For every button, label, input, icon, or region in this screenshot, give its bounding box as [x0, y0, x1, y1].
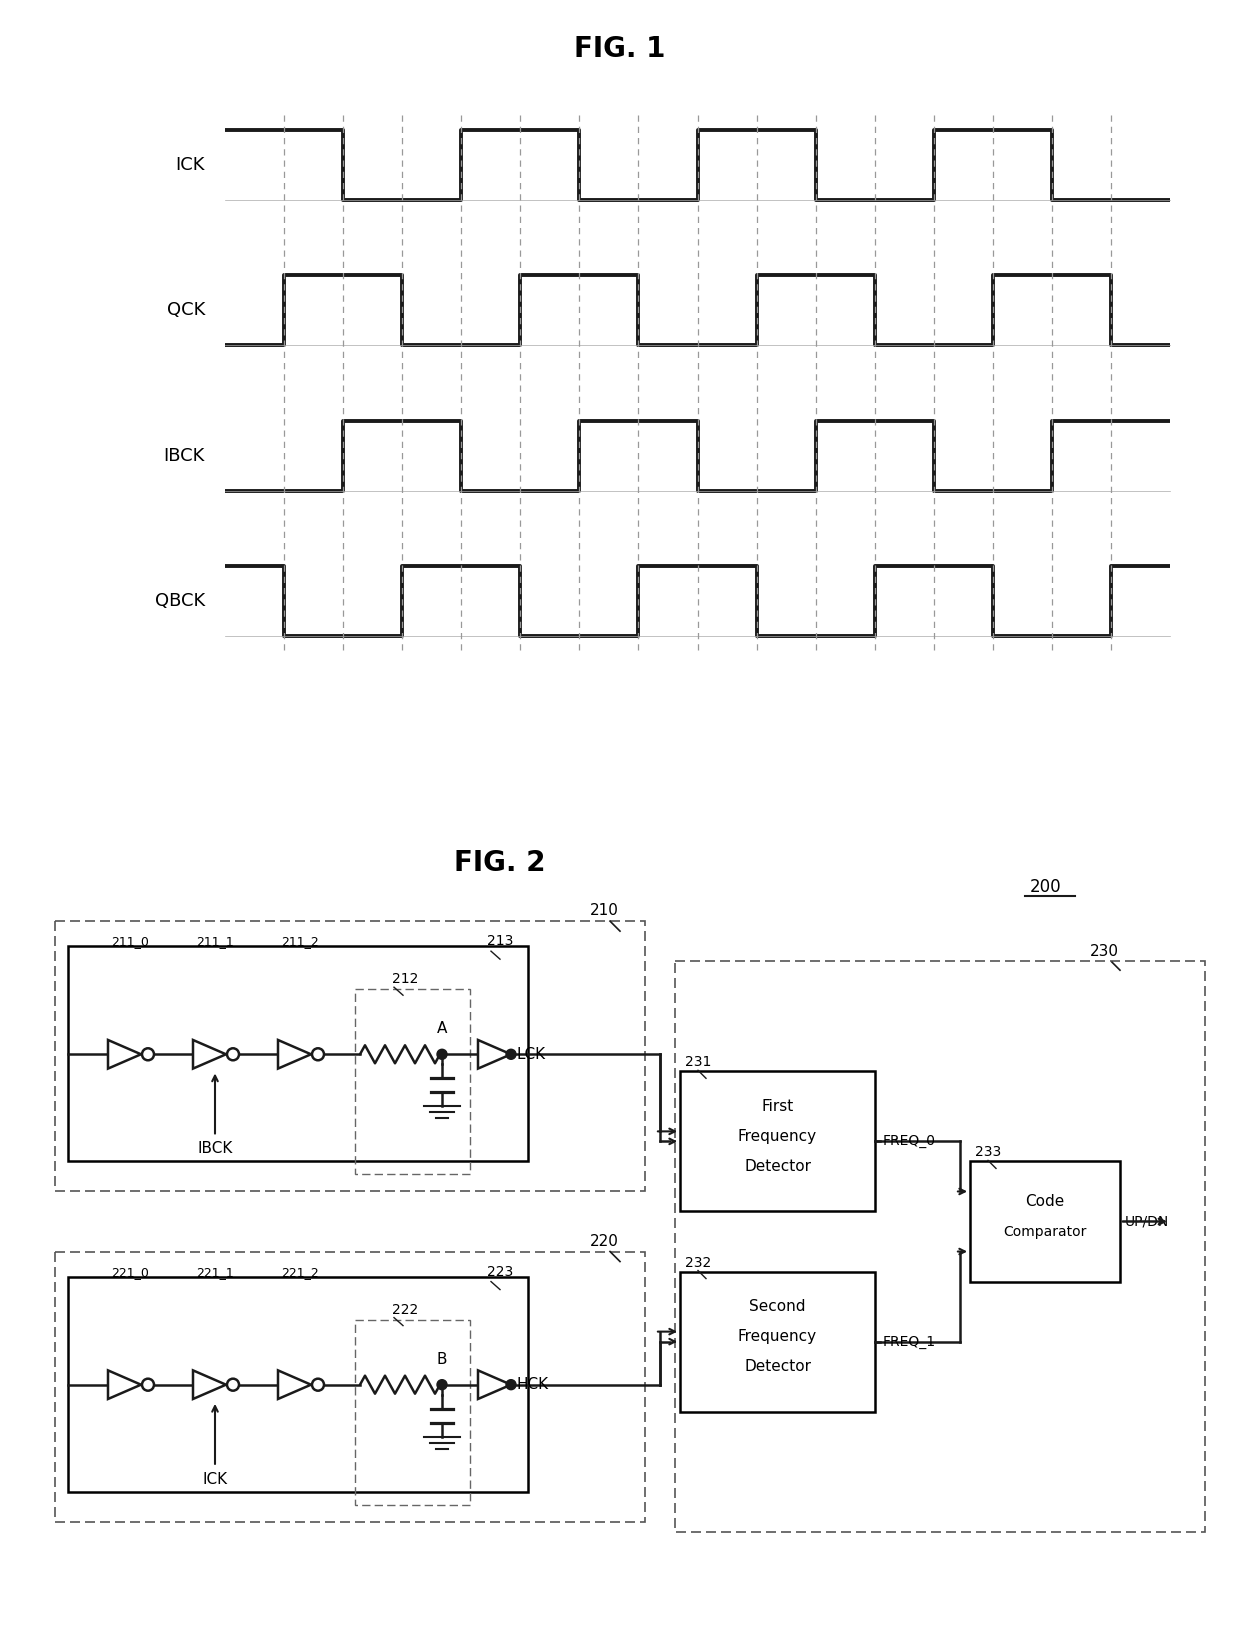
- Text: 212: 212: [392, 972, 418, 987]
- Polygon shape: [477, 1371, 511, 1399]
- Bar: [355, 1320, 470, 1504]
- Polygon shape: [108, 1371, 141, 1399]
- Text: Frequency: Frequency: [738, 1130, 817, 1144]
- Text: IBCK: IBCK: [197, 1141, 233, 1156]
- Polygon shape: [477, 1039, 511, 1069]
- Circle shape: [506, 1049, 516, 1059]
- Text: 210: 210: [590, 903, 619, 918]
- Bar: [355, 988, 470, 1174]
- Text: Second: Second: [749, 1299, 806, 1314]
- Text: FREQ_1: FREQ_1: [883, 1335, 936, 1348]
- Text: 211_1: 211_1: [196, 936, 234, 947]
- Text: 230: 230: [1090, 944, 1118, 959]
- Text: Frequency: Frequency: [738, 1328, 817, 1345]
- Text: B: B: [436, 1351, 448, 1366]
- Polygon shape: [193, 1039, 226, 1069]
- Bar: [55, 921, 645, 1192]
- Text: 200: 200: [1030, 878, 1061, 897]
- Text: Detector: Detector: [744, 1360, 811, 1374]
- Bar: [970, 1161, 1120, 1281]
- Text: Code: Code: [1025, 1194, 1065, 1209]
- Polygon shape: [193, 1371, 226, 1399]
- Circle shape: [312, 1379, 324, 1391]
- Text: 232: 232: [684, 1256, 712, 1269]
- Text: 231: 231: [684, 1056, 712, 1069]
- Text: Detector: Detector: [744, 1159, 811, 1174]
- Bar: [55, 1251, 645, 1522]
- Polygon shape: [108, 1039, 141, 1069]
- Polygon shape: [278, 1371, 311, 1399]
- Circle shape: [312, 1048, 324, 1061]
- Bar: [68, 1276, 528, 1493]
- Text: FREQ_0: FREQ_0: [883, 1135, 936, 1148]
- Text: 220: 220: [590, 1233, 619, 1248]
- Bar: [680, 1271, 875, 1412]
- Text: 221_1: 221_1: [196, 1266, 234, 1279]
- Circle shape: [227, 1048, 239, 1061]
- Text: 222: 222: [392, 1302, 418, 1317]
- Text: LCK: LCK: [517, 1048, 546, 1062]
- Text: HCK: HCK: [517, 1378, 549, 1392]
- Text: 213: 213: [487, 934, 513, 947]
- Text: ICK: ICK: [202, 1471, 228, 1486]
- Text: A: A: [436, 1021, 448, 1036]
- Circle shape: [143, 1048, 154, 1061]
- Bar: [675, 961, 1205, 1532]
- Text: Comparator: Comparator: [1003, 1225, 1086, 1238]
- Text: 211_2: 211_2: [281, 936, 319, 947]
- Circle shape: [436, 1049, 446, 1059]
- Bar: [68, 946, 528, 1161]
- Circle shape: [143, 1379, 154, 1391]
- Text: FIG. 2: FIG. 2: [454, 849, 546, 877]
- Text: 221_0: 221_0: [112, 1266, 149, 1279]
- Polygon shape: [278, 1039, 311, 1069]
- Bar: [680, 1071, 875, 1212]
- Text: 223: 223: [487, 1264, 513, 1279]
- Text: 221_2: 221_2: [281, 1266, 319, 1279]
- Text: IBCK: IBCK: [164, 447, 205, 465]
- Text: QCK: QCK: [166, 302, 205, 320]
- Circle shape: [227, 1379, 239, 1391]
- Circle shape: [436, 1379, 446, 1389]
- Circle shape: [506, 1379, 516, 1389]
- Text: 233: 233: [975, 1146, 1001, 1159]
- Text: QBCK: QBCK: [155, 591, 205, 609]
- Text: FIG. 1: FIG. 1: [574, 34, 666, 62]
- Text: 211_0: 211_0: [112, 936, 149, 947]
- Text: UP/DN: UP/DN: [1125, 1215, 1169, 1228]
- Text: First: First: [761, 1098, 794, 1113]
- Text: ICK: ICK: [176, 156, 205, 174]
